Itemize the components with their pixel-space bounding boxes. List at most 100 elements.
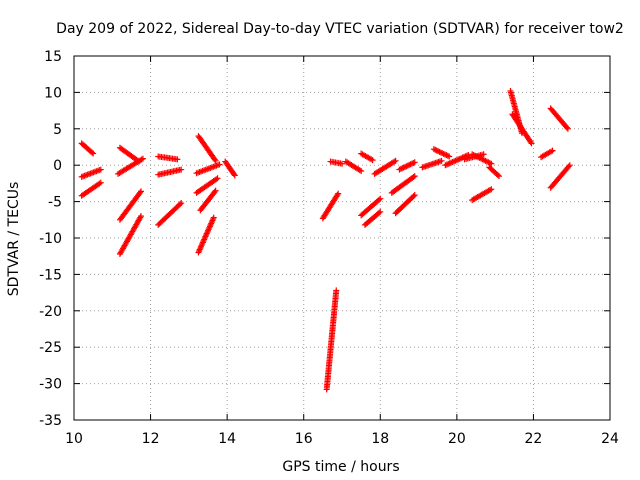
series-arc	[547, 162, 573, 191]
data-point	[138, 188, 144, 195]
series-arc	[155, 200, 185, 228]
series-arc	[155, 153, 181, 163]
data-point	[177, 201, 184, 208]
series-arc	[116, 188, 144, 223]
data-point	[392, 157, 399, 164]
data-point	[446, 153, 453, 160]
series-arc	[323, 287, 340, 393]
series-arc	[195, 133, 219, 164]
data-point	[563, 124, 570, 131]
data-point	[216, 161, 223, 168]
series-arc	[388, 173, 418, 196]
y-tick-label: -30	[39, 377, 62, 393]
y-tick-label: 0	[53, 158, 62, 174]
data-point	[411, 159, 418, 166]
series-arc	[358, 195, 384, 219]
y-tick-label: 15	[44, 49, 62, 65]
data-point	[376, 209, 383, 216]
y-tick-label: -35	[39, 413, 62, 429]
data-point	[210, 214, 217, 221]
data-point	[494, 172, 501, 179]
data-point	[397, 165, 404, 172]
data-point	[480, 151, 487, 158]
x-tick-label: 16	[295, 431, 313, 447]
data-point	[411, 192, 418, 199]
data-point	[377, 195, 384, 202]
data-point	[495, 173, 502, 180]
data-point	[212, 187, 219, 194]
data-point	[407, 161, 414, 168]
data-point	[401, 163, 408, 170]
data-point	[211, 188, 218, 195]
data-point	[406, 161, 413, 168]
data-point	[565, 163, 572, 170]
y-tick-label: 10	[44, 85, 62, 101]
series-arc	[319, 190, 342, 222]
data-point	[488, 160, 495, 167]
series-arc	[78, 140, 97, 157]
data-point	[436, 148, 443, 155]
data-point	[410, 159, 417, 166]
series-arc	[361, 208, 384, 228]
x-tick-label: 24	[601, 431, 619, 447]
y-tick-label: -10	[39, 231, 62, 247]
x-tick-label: 12	[142, 431, 160, 447]
data-point	[137, 189, 144, 196]
data-points	[78, 87, 573, 393]
data-point	[486, 187, 493, 194]
data-point	[439, 150, 446, 157]
data-point	[430, 146, 437, 153]
data-point	[442, 151, 449, 158]
series-arc	[430, 146, 453, 160]
data-point	[433, 147, 440, 154]
data-point	[178, 166, 185, 173]
data-point	[138, 156, 145, 163]
series-arc	[486, 164, 502, 180]
data-point	[211, 156, 218, 163]
data-point	[440, 150, 447, 157]
series-arc	[358, 150, 376, 164]
data-point	[400, 164, 407, 171]
series-arc	[197, 187, 219, 214]
data-point	[333, 287, 340, 294]
series-arc	[538, 147, 556, 161]
series-arc	[419, 157, 445, 171]
data-point	[399, 165, 406, 172]
data-point	[139, 155, 146, 162]
data-point	[391, 158, 398, 165]
data-point	[214, 175, 221, 182]
axis-ticks: 10 12 14 16 18 20 22 24 15 10 5 0 -5 -10 -15 -20 -25 -30 -…	[39, 49, 619, 447]
data-point	[549, 147, 556, 154]
data-point	[339, 160, 345, 167]
data-point	[96, 180, 103, 187]
data-point	[438, 157, 445, 164]
data-point	[564, 125, 571, 132]
data-point	[369, 157, 376, 164]
data-point	[335, 190, 342, 197]
data-point	[212, 157, 219, 164]
data-point	[432, 146, 439, 153]
series-arc	[222, 158, 238, 179]
x-tick-label: 14	[218, 431, 236, 447]
series-arc	[327, 158, 345, 167]
data-point	[396, 166, 403, 173]
x-tick-label: 22	[525, 431, 543, 447]
data-point	[408, 160, 415, 167]
data-point	[231, 172, 238, 179]
data-point	[230, 171, 237, 178]
series-arc	[371, 157, 399, 177]
y-tick-label: -15	[39, 267, 62, 283]
y-axis-label: SDTVAR / TECUs	[6, 182, 22, 297]
data-point	[410, 193, 417, 200]
data-point	[377, 208, 384, 215]
series-arc	[155, 166, 185, 178]
data-point	[404, 162, 411, 169]
series-arc	[392, 192, 418, 217]
data-point	[403, 163, 410, 170]
data-point	[178, 200, 185, 207]
data-point	[444, 152, 451, 159]
data-point	[528, 140, 535, 147]
x-tick-label: 20	[448, 431, 466, 447]
data-point	[88, 149, 95, 156]
data-point	[138, 213, 144, 220]
